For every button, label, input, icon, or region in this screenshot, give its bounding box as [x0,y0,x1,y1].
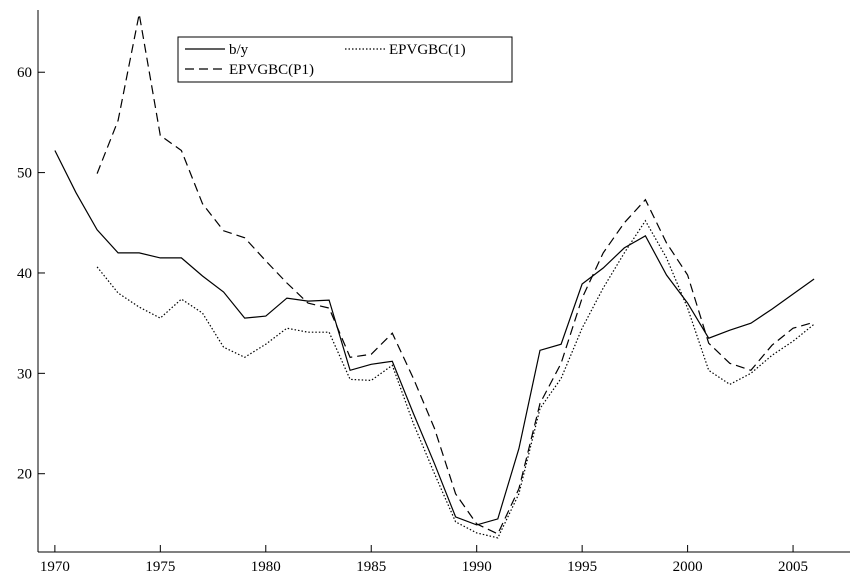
x-tick-label: 1995 [567,559,597,575]
line-series [96,219,815,539]
x-tick-label: 1990 [462,559,492,575]
line-series [96,13,815,535]
x-tick-label: 1980 [251,559,281,575]
y-tick-label: 30 [17,366,32,382]
x-tick-label: 1970 [40,559,70,575]
legend-label: b/y [229,42,249,58]
x-tick-label: 2005 [778,559,808,575]
legend-label: EPVGBC(1) [389,42,466,58]
x-tick-label: 1985 [356,559,386,575]
x-tick-label: 2000 [673,559,703,575]
x-tick-label: 1975 [145,559,175,575]
line-series [54,150,815,526]
legend-label: EPVGBC(P1) [229,62,314,78]
y-tick-label: 40 [17,266,32,282]
y-tick-label: 20 [17,467,32,483]
legend-box [177,36,513,83]
y-tick-label: 50 [17,166,32,182]
y-tick-label: 60 [17,65,32,81]
